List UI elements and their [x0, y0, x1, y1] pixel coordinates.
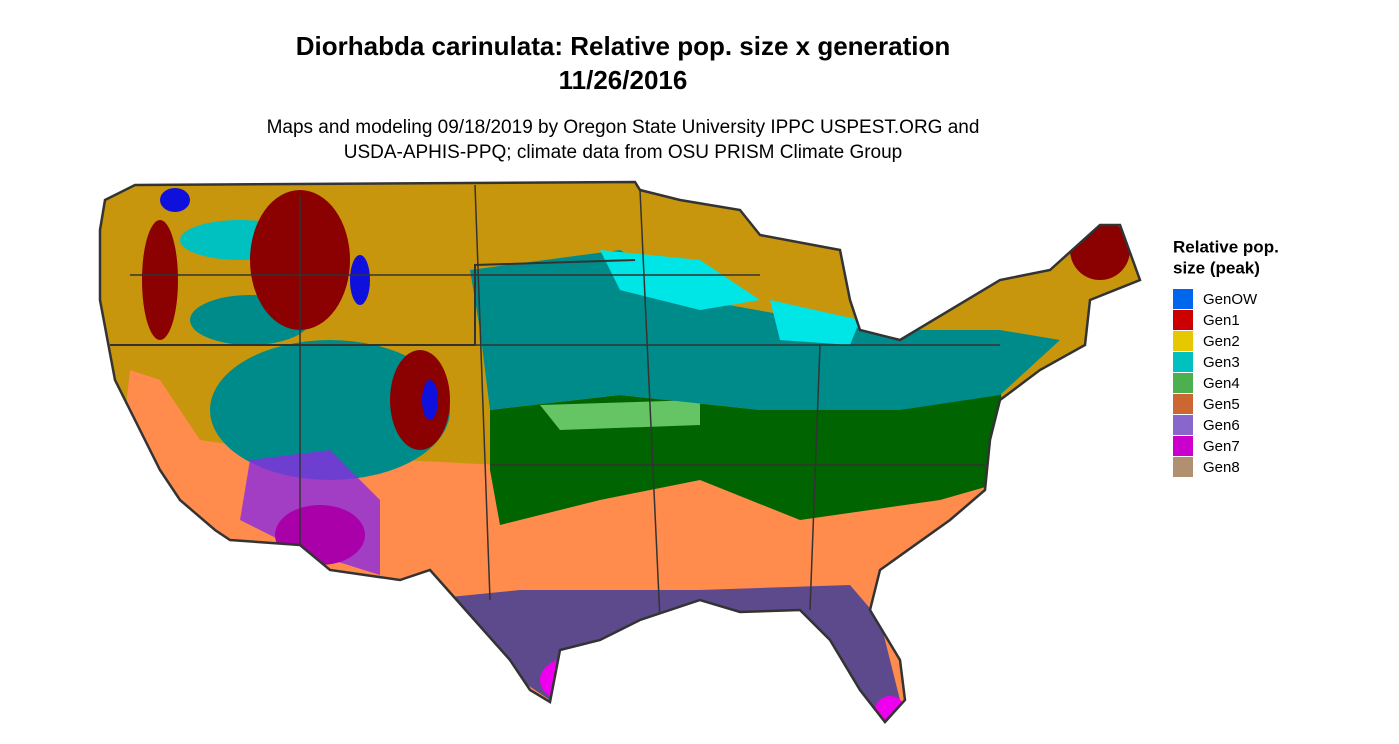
- legend-swatch: [1173, 352, 1193, 372]
- legend-label: Gen3: [1203, 354, 1240, 371]
- legend-label: Gen1: [1203, 312, 1240, 329]
- date: 11/26/2016: [559, 65, 688, 95]
- subtitle: Maps and modeling 09/18/2019 by Oregon S…: [267, 117, 980, 138]
- legend-label: GenOW: [1203, 291, 1258, 308]
- legend-title: Relative pop.: [1173, 237, 1279, 256]
- legend-swatch: [1173, 331, 1193, 351]
- legend-label: Gen5: [1203, 396, 1240, 413]
- legend-title: size (peak): [1173, 258, 1260, 277]
- title: Diorhabda carinulata: Relative pop. size…: [296, 31, 951, 61]
- legend-swatch: [1173, 310, 1193, 330]
- legend: GenOW Gen1 Gen2 Gen3 Gen4 Gen5 Gen6 Gen7 Gen8: [1173, 289, 1258, 477]
- legend-swatch: [1173, 415, 1193, 435]
- legend-label: Gen8: [1203, 459, 1240, 476]
- legend-label: Gen2: [1203, 333, 1240, 350]
- legend-label: Gen4: [1203, 375, 1240, 392]
- subtitle: USDA-APHIS-PPQ; climate data from OSU PR…: [344, 142, 903, 163]
- legend-label: Gen6: [1203, 417, 1240, 434]
- map: [100, 182, 1140, 722]
- legend-swatch: [1173, 394, 1193, 414]
- legend-swatch: [1173, 373, 1193, 393]
- legend-swatch: [1173, 289, 1193, 309]
- legend-label: Gen7: [1203, 438, 1240, 455]
- legend-swatch: [1173, 457, 1193, 477]
- legend-swatch: [1173, 436, 1193, 456]
